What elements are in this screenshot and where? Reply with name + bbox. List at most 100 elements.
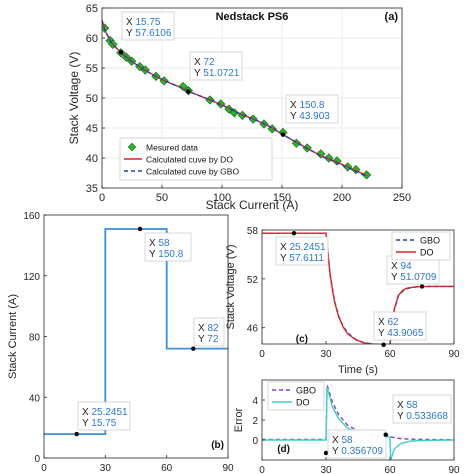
y-axis-label: Stack Voltage (V) [67, 52, 81, 145]
y-tick-label: 80 [29, 333, 41, 344]
datatip-value: 150.8 [158, 249, 183, 260]
x-tick-label: 200 [333, 192, 351, 204]
x-tick-label: 250 [393, 192, 411, 204]
y-tick-label: 160 [23, 211, 40, 222]
y-tick-label: 40 [29, 393, 41, 404]
datatip-axis-letter: Y [82, 418, 91, 429]
datatip-axis-letter: X [397, 400, 406, 411]
x-tick-label: 30 [100, 463, 112, 474]
datatip-text: X 150.8 [290, 100, 325, 111]
datatip-axis-letter: X [290, 100, 299, 111]
y-axis-label: Error [233, 407, 245, 432]
datatip-axis-letter: X [194, 57, 203, 68]
datatip-text: Y 0.356709 [332, 446, 383, 457]
datatip-value: 15.75 [91, 418, 116, 429]
datatip-box [189, 51, 243, 81]
legend-entry: GBO [420, 236, 440, 246]
x-tick-label: 30 [320, 349, 332, 360]
y-tick-label: 2 [252, 416, 258, 427]
datatip-axis-letter: X [332, 435, 341, 446]
datatip-text: X 58 [149, 238, 170, 249]
datatip-text: Y 150.8 [149, 249, 184, 260]
y-tick-label: 65 [86, 3, 98, 15]
datatip-value: 51.0709 [400, 272, 437, 283]
datatip-marker [74, 431, 79, 437]
datatip-marker [186, 89, 191, 94]
y-tick-label: 52 [247, 275, 259, 286]
panel-label: (a) [385, 11, 399, 23]
datatip-value: 57.6111 [289, 253, 324, 264]
y-tick-label: 35 [86, 183, 98, 195]
datatip-value: 58 [341, 435, 353, 446]
datatip-axis-letter: X [378, 317, 387, 328]
datatip-marker [381, 342, 386, 347]
datatip-marker [291, 230, 297, 236]
datatip-box [275, 236, 329, 266]
datatip-text: Y 0.533668 [397, 411, 448, 422]
datatip-text: X 25.2451 [280, 242, 326, 253]
axes-box [261, 229, 455, 345]
series-group [262, 232, 454, 344]
datatip-text: Y 43.9065 [378, 328, 424, 339]
y-tick-label: 46 [247, 324, 259, 335]
datatip-value: 58 [406, 400, 418, 411]
datatip-value: 43.9065 [387, 328, 424, 339]
datatip-axis-letter: Y [126, 28, 135, 39]
datatip-text: X 25.2451 [82, 407, 128, 418]
legend-entry: Calculated cuve by GBO [146, 167, 239, 177]
datatip-axis-letter: Y [280, 253, 289, 264]
legend-marker-measured [127, 142, 137, 152]
datatip-marker [191, 346, 196, 351]
y-tick-label: 50 [86, 93, 98, 105]
y-tick-label: 0 [34, 454, 40, 465]
datatip-axis-letter: Y [290, 111, 299, 122]
datatip-marker [383, 432, 388, 437]
y-tick-label: 4 [252, 396, 258, 407]
datatip-text: Y 51.0709 [391, 272, 437, 283]
datatip-text: Y 72 [198, 334, 219, 345]
datatip-text: X 58 [332, 435, 353, 446]
datatip-box [327, 429, 387, 459]
datatip-axis-letter: X [391, 261, 400, 272]
datatip-text: Y 57.6111 [280, 253, 324, 264]
datatip-marker [419, 284, 425, 289]
datatip-marker [137, 226, 143, 232]
x-axis-label: Stack Current (A) [206, 198, 299, 212]
datatip-axis-letter: X [280, 242, 289, 253]
data-point-marker [332, 156, 342, 166]
y-tick-label: 45 [86, 123, 98, 135]
datatip-box [77, 401, 131, 431]
x-tick-label: 0 [99, 192, 105, 204]
legend-entry: DO [296, 398, 310, 408]
datatip-marker [118, 50, 124, 55]
series-line-current [44, 228, 228, 435]
datatip-text: X 62 [378, 317, 399, 328]
x-tick-label: 30 [320, 465, 332, 474]
panel-c-voltage-response: 0 30 60 90 46 52 58 Stack Voltage (V) Time (s) (c… [225, 226, 460, 376]
legend-box [119, 137, 273, 181]
datatip-axis-letter: Y [332, 446, 341, 457]
datatip-value: 0.533668 [406, 411, 448, 422]
x-tick-label: 90 [448, 349, 460, 360]
chart-title: Nedstack PS6 [216, 11, 289, 23]
data-point-marker [178, 81, 188, 92]
datatip-box [121, 11, 175, 41]
y-tick-label: 40 [86, 153, 98, 165]
datatip-value: 57.6106 [135, 28, 172, 39]
x-tick-label: 60 [384, 465, 396, 474]
datatip-value: 82 [207, 323, 219, 334]
datatip-value: 58 [158, 238, 170, 249]
datatip-value: 72 [207, 334, 219, 345]
datatip-value: 150.8 [299, 100, 324, 111]
x-tick-label: 150 [273, 192, 291, 204]
datatip-text: X 15.75 [126, 17, 161, 28]
datatip-axis-letter: X [82, 407, 91, 418]
datatip-value: 25.2451 [289, 242, 326, 253]
datatip-text: Y 43.903 [290, 111, 330, 122]
y-axis-label: Stack Voltage (V) [225, 245, 237, 330]
legend-box [391, 231, 451, 261]
x-tick-label: 0 [259, 465, 265, 474]
x-axis-label: Time (s) [338, 364, 378, 376]
series-line-calculated-cuve-by-gbo [102, 20, 367, 178]
